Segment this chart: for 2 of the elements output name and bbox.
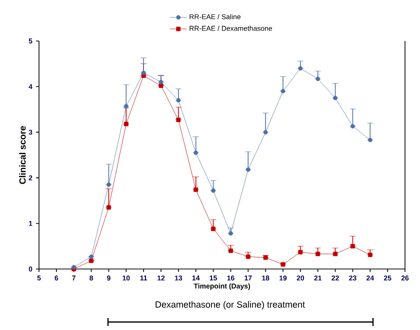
text: Dexamethasone (or Saline) treatment xyxy=(156,301,305,310)
y-axis-title: Clinical score xyxy=(19,126,26,184)
